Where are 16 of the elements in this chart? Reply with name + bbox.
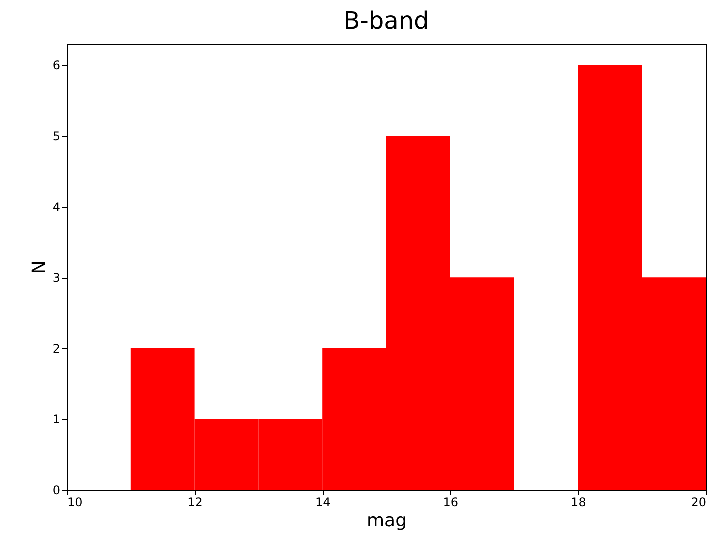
chart-title: B-band — [344, 7, 430, 35]
x-tick-label: 16 — [443, 496, 459, 510]
x-tick-label: 20 — [691, 496, 706, 510]
y-tick-label: 5 — [52, 130, 60, 144]
y-tick-label: 1 — [52, 412, 60, 427]
y-axis-title: N — [28, 260, 50, 274]
y-tick-label: 6 — [52, 58, 60, 73]
x-tick-label: 12 — [188, 496, 203, 510]
y-tick-label: 4 — [52, 200, 60, 214]
x-tick-label: 14 — [315, 496, 331, 510]
x-axis-title: mag — [367, 510, 407, 532]
y-tick-label: 0 — [52, 484, 60, 498]
y-tick-label: 2 — [52, 342, 60, 356]
x-tick-label: 10 — [68, 496, 83, 510]
x-tick-label: 18 — [571, 496, 586, 510]
y-tick-label: 3 — [52, 271, 60, 286]
